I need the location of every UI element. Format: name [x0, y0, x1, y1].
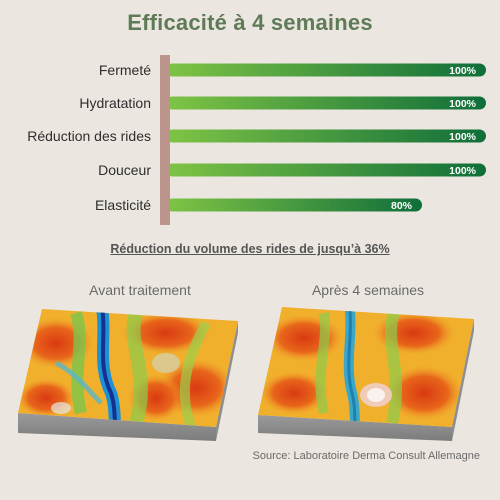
bar-value-label: 100%	[449, 165, 477, 177]
before-treatment-label: Avant traitement	[89, 282, 191, 298]
after-treatment-label: Après 4 semaines	[311, 282, 425, 298]
chart-title: Efficacité à 4 semaines	[127, 10, 373, 35]
bar-value-label: 100%	[449, 65, 477, 77]
bar-value-label: 100%	[449, 98, 477, 110]
category-label: Douceur	[98, 162, 151, 178]
bar	[166, 129, 486, 143]
bar	[166, 63, 486, 77]
bar-chart: Fermeté 100% Hydratation 100% Réduction des …	[27, 55, 486, 225]
bar-axis	[160, 55, 170, 225]
category-label: Elasticité	[95, 197, 151, 213]
skin-topography-after-image	[258, 307, 474, 441]
chart-subtitle: Réduction du volume des rides de jusqu’à…	[110, 242, 390, 256]
category-label: Réduction des rides	[27, 128, 151, 144]
category-label: Fermeté	[99, 62, 151, 78]
bar-value-label: 80%	[391, 200, 413, 212]
bar	[166, 198, 422, 212]
bar	[166, 96, 486, 110]
source-note: Source: Laboratoire Derma Consult Allema…	[252, 450, 480, 462]
skin-topography-before-image	[18, 309, 238, 441]
bar-value-label: 100%	[449, 131, 477, 143]
category-label: Hydratation	[79, 95, 151, 111]
bar	[166, 163, 486, 177]
